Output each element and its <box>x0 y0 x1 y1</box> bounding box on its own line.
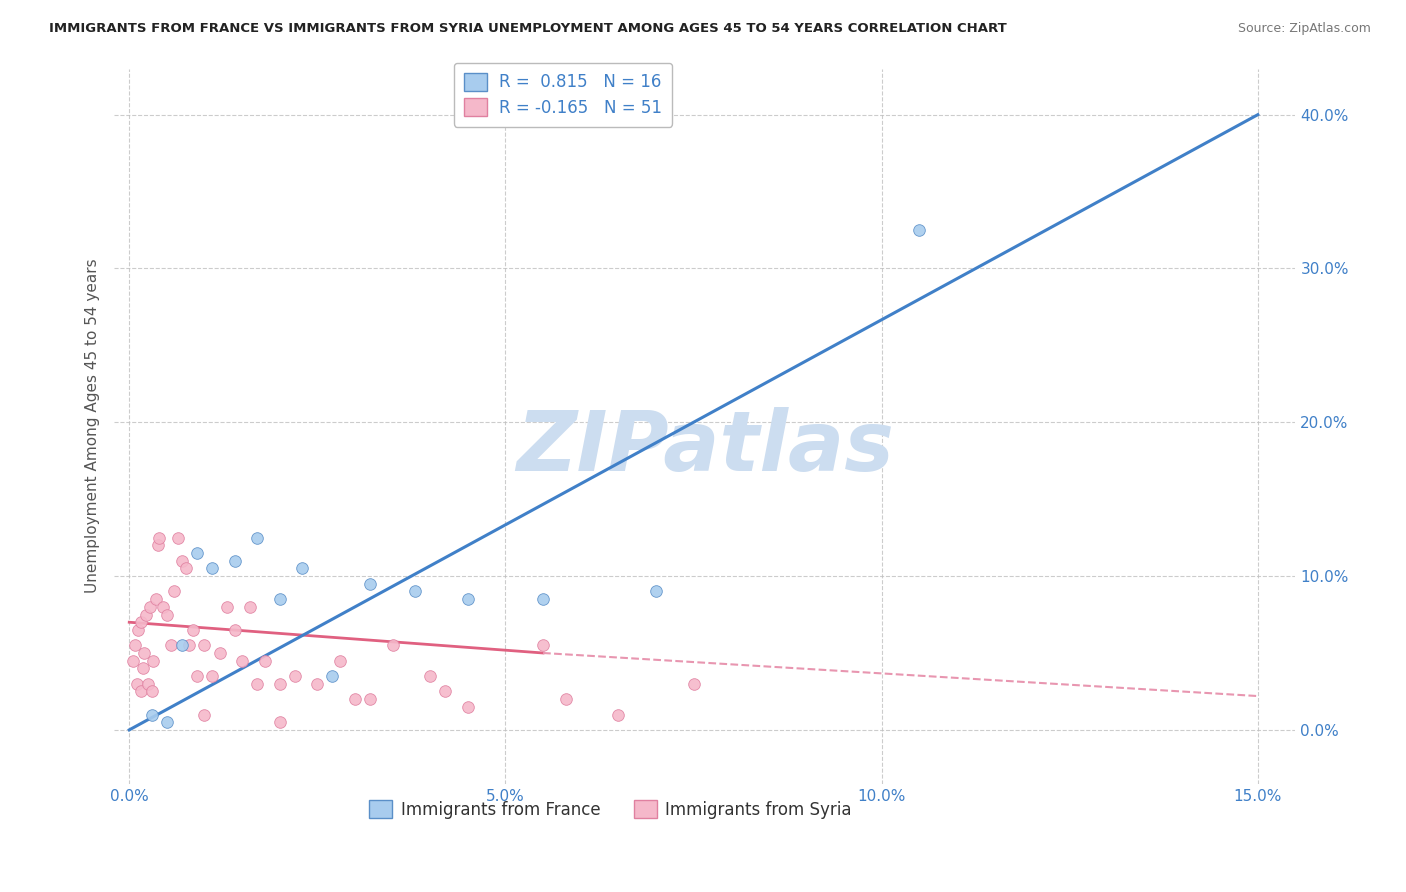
Point <box>531 592 554 607</box>
Point <box>201 561 224 575</box>
Point <box>307 677 329 691</box>
Point <box>129 684 152 698</box>
Point <box>682 677 704 691</box>
Point <box>329 654 352 668</box>
Point <box>181 623 204 637</box>
Point <box>125 677 148 691</box>
Text: IMMIGRANTS FROM FRANCE VS IMMIGRANTS FROM SYRIA UNEMPLOYMENT AMONG AGES 45 TO 54: IMMIGRANTS FROM FRANCE VS IMMIGRANTS FRO… <box>49 22 1007 36</box>
Point <box>193 707 215 722</box>
Point <box>159 638 181 652</box>
Point <box>201 669 224 683</box>
Point <box>135 607 157 622</box>
Point <box>246 531 269 545</box>
Point <box>152 599 174 614</box>
Point <box>284 669 307 683</box>
Point <box>908 223 931 237</box>
Point <box>231 654 253 668</box>
Point <box>170 554 193 568</box>
Point <box>224 623 246 637</box>
Point <box>269 715 291 730</box>
Point <box>156 607 179 622</box>
Point <box>291 561 314 575</box>
Point <box>239 599 262 614</box>
Point <box>139 599 162 614</box>
Point <box>122 654 145 668</box>
Point <box>434 684 457 698</box>
Point <box>359 576 381 591</box>
Point <box>457 592 479 607</box>
Point <box>127 623 149 637</box>
Point <box>156 715 179 730</box>
Point <box>141 684 163 698</box>
Point <box>645 584 668 599</box>
Point <box>269 677 291 691</box>
Point <box>531 638 554 652</box>
Point <box>134 646 156 660</box>
Point <box>359 692 381 706</box>
Point <box>141 707 163 722</box>
Text: ZIPatlas: ZIPatlas <box>516 407 894 488</box>
Point <box>179 638 201 652</box>
Text: Source: ZipAtlas.com: Source: ZipAtlas.com <box>1237 22 1371 36</box>
Point <box>269 592 291 607</box>
Point <box>381 638 404 652</box>
Point <box>607 707 630 722</box>
Point <box>457 699 479 714</box>
Point <box>124 638 146 652</box>
Point <box>224 554 246 568</box>
Point <box>167 531 190 545</box>
Point <box>145 592 167 607</box>
Point <box>136 677 159 691</box>
Point <box>253 654 276 668</box>
Point <box>246 677 269 691</box>
Point <box>132 661 155 675</box>
Point <box>419 669 441 683</box>
Point <box>554 692 576 706</box>
Legend: Immigrants from France, Immigrants from Syria: Immigrants from France, Immigrants from … <box>363 794 859 825</box>
Point <box>142 654 165 668</box>
Point <box>186 546 208 560</box>
Point <box>215 599 238 614</box>
Point <box>174 561 197 575</box>
Point <box>321 669 343 683</box>
Point <box>404 584 426 599</box>
Point <box>208 646 231 660</box>
Point <box>186 669 208 683</box>
Point <box>146 538 169 552</box>
Point <box>170 638 193 652</box>
Point <box>163 584 186 599</box>
Point <box>129 615 152 630</box>
Point <box>193 638 215 652</box>
Point <box>343 692 366 706</box>
Y-axis label: Unemployment Among Ages 45 to 54 years: Unemployment Among Ages 45 to 54 years <box>86 259 100 593</box>
Point <box>148 531 170 545</box>
